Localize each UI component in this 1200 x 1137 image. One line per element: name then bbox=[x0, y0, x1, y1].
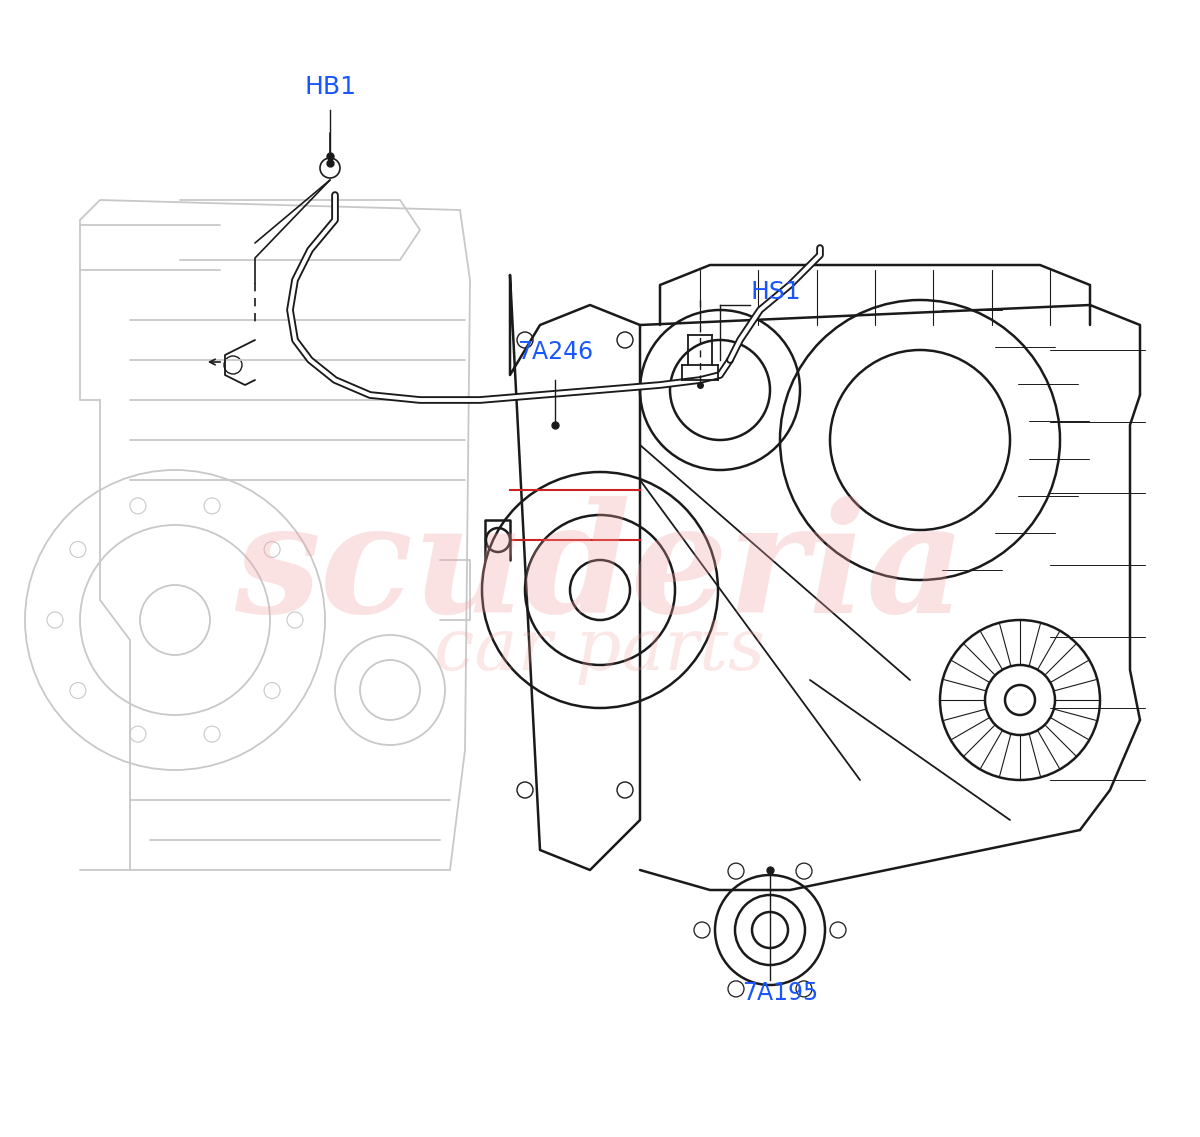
Text: car parts: car parts bbox=[434, 615, 766, 686]
Text: 7A195: 7A195 bbox=[742, 981, 818, 1005]
Text: HS1: HS1 bbox=[750, 280, 800, 304]
Text: scuderia: scuderia bbox=[234, 496, 966, 645]
Text: 7A246: 7A246 bbox=[517, 340, 593, 364]
Circle shape bbox=[224, 356, 242, 374]
Circle shape bbox=[320, 158, 340, 179]
Text: HB1: HB1 bbox=[304, 75, 356, 99]
